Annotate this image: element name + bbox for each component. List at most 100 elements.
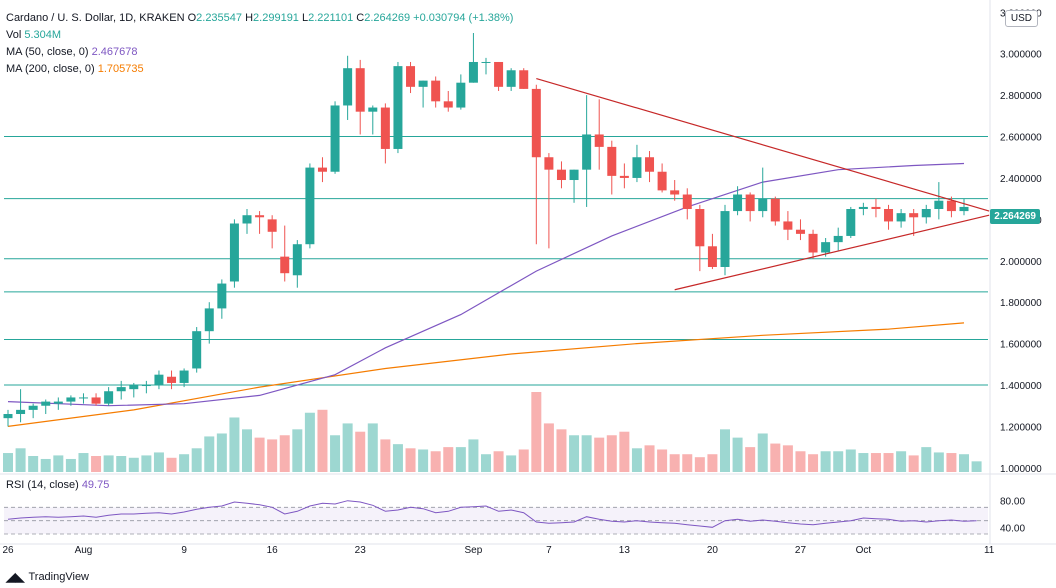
volume-bar [745, 447, 756, 472]
y-tick-label: 3.000000 [1000, 50, 1042, 61]
candle-body [619, 175, 629, 178]
candle-body [154, 374, 164, 386]
low-value: 2.221101 [308, 12, 354, 24]
currency-button[interactable]: USD [1004, 10, 1038, 27]
volume-bar [581, 435, 592, 472]
candle-body [41, 401, 51, 406]
candle-body [380, 107, 390, 149]
candle-body [204, 308, 214, 332]
volume-bar [430, 451, 441, 472]
volume-bar [569, 435, 580, 472]
candle-body [292, 244, 302, 276]
candle-body [946, 200, 956, 212]
candle-body [582, 134, 592, 170]
candle-body [217, 283, 227, 309]
candle-body [720, 211, 730, 267]
volume-bar [808, 454, 819, 472]
candle-body [368, 107, 378, 112]
volume-bar [292, 429, 303, 472]
volume-bar [543, 423, 554, 472]
volume-row: Vol 5.304M [6, 27, 513, 44]
y-tick-label: 1.400000 [1000, 381, 1042, 392]
volume-bar [896, 451, 907, 472]
volume-bar [242, 429, 252, 472]
low-label: L [302, 12, 309, 24]
candle-body [632, 157, 642, 178]
candle-body [167, 376, 177, 383]
y-tick-label: 2.800000 [1000, 91, 1042, 102]
candle-body [934, 200, 944, 210]
high-value: 2.299191 [253, 12, 299, 24]
footer-brand[interactable]: ◢◣ TradingView [6, 570, 89, 584]
x-tick-label: 27 [795, 545, 807, 556]
volume-bar [116, 456, 127, 472]
volume-bar [330, 435, 341, 472]
volume-bar [254, 437, 265, 472]
change-value: +0.030794 (+1.38%) [413, 12, 514, 24]
volume-bar [619, 431, 630, 472]
candle-body [921, 209, 931, 218]
candle-body [745, 194, 755, 212]
volume-bar [506, 455, 517, 472]
candle-body [242, 215, 252, 224]
volume-bar [606, 435, 617, 472]
volume-bar [28, 456, 39, 472]
volume-bar [908, 455, 919, 472]
candle-body [607, 146, 617, 176]
x-tick-label: 13 [619, 545, 631, 556]
volume-bar [959, 454, 969, 472]
open-label: O [187, 12, 197, 24]
volume-bar [65, 458, 76, 472]
candle-body [28, 405, 38, 410]
volume-bar [204, 436, 215, 472]
volume-bar [166, 457, 177, 472]
volume-bar [682, 454, 693, 472]
candle-body [355, 68, 365, 112]
triangle-upper-trendline [536, 77, 990, 212]
candle-body [468, 61, 478, 83]
volume-bar [40, 458, 51, 472]
volume-bar [91, 456, 102, 472]
volume-bar [883, 453, 894, 472]
candle-body [179, 370, 189, 383]
candle-body [519, 70, 529, 89]
rsi-label: RSI (14, close) [6, 479, 79, 491]
volume-bar [921, 447, 932, 472]
x-tick-label: 11 [984, 545, 995, 556]
candle-body [91, 397, 101, 404]
candle-body [141, 385, 151, 387]
candle-body [116, 387, 126, 392]
volume-bar [128, 457, 139, 472]
volume-bar [481, 454, 491, 472]
volume-bar [657, 449, 668, 472]
candle-body [78, 397, 88, 399]
rsi-tick-label: 40.00 [1000, 523, 1025, 534]
ma50-line [7, 162, 965, 407]
volume-bar [304, 412, 315, 472]
volume-bar [15, 448, 26, 472]
candle-body [833, 235, 843, 243]
x-tick-label: 23 [355, 545, 367, 556]
triangle-lower-trendline [674, 214, 990, 291]
volume-bar [455, 447, 466, 472]
candle-body [783, 221, 793, 230]
candle-body [418, 80, 428, 87]
ohlc-row: Cardano / U. S. Dollar, 1D, KRAKEN O2.23… [6, 10, 513, 27]
tradingview-logo-icon: ◢◣ [6, 570, 25, 584]
ma50-value: 2.467678 [91, 46, 138, 58]
x-tick-label: 9 [181, 545, 187, 556]
volume-bar [631, 448, 642, 472]
candle-body [494, 61, 504, 87]
x-tick-label: 16 [267, 545, 279, 556]
volume-bar [971, 461, 982, 472]
candle-body [267, 219, 277, 232]
candle-body [129, 385, 139, 390]
ma50-row: MA (50, close, 0) 2.467678 [6, 44, 513, 61]
candle-body [3, 414, 13, 419]
rsi-value: 49.75 [81, 479, 110, 491]
volume-bar [267, 439, 278, 472]
last-price-tag: 2.264269 [990, 209, 1040, 224]
candle-body [758, 198, 768, 212]
volume-bar [720, 429, 730, 472]
candle-body [884, 209, 894, 222]
